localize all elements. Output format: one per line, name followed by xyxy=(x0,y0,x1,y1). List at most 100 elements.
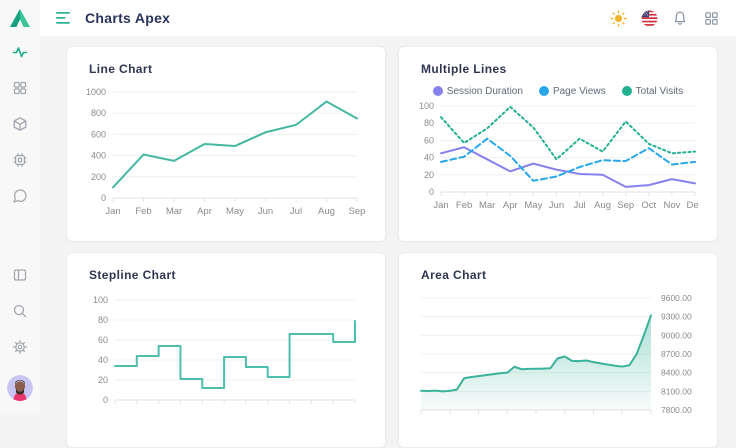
svg-text:Feb: Feb xyxy=(456,200,472,211)
search-button[interactable] xyxy=(0,303,40,319)
svg-text:9000.00: 9000.00 xyxy=(661,330,692,340)
sidebar-bottom xyxy=(0,267,40,412)
chat-bubble-icon xyxy=(13,189,27,203)
legend-marker xyxy=(432,86,443,96)
legend-item[interactable]: Page Views xyxy=(538,85,606,97)
legend-label: Session Duration xyxy=(446,85,523,97)
bell-icon xyxy=(674,11,686,25)
card-area-chart: Area Chart 7800.00 8100.00 8400.00 8700.00 9… xyxy=(398,252,718,448)
sidebar-nav xyxy=(0,44,40,204)
svg-text:Oct: Oct xyxy=(641,200,656,211)
card-stepline-chart: Stepline Chart 0 20 40 60 80 100 xyxy=(66,252,386,448)
search-icon xyxy=(13,304,27,318)
legend-item[interactable]: Total Visits xyxy=(621,85,684,97)
svg-text:Aug: Aug xyxy=(594,200,611,211)
stepline-chart: 0 20 40 60 80 100 xyxy=(85,290,367,408)
apps-button[interactable] xyxy=(702,10,720,26)
svg-text:40: 40 xyxy=(424,153,434,163)
package-box-icon xyxy=(13,117,27,131)
topbar: Charts Apex xyxy=(40,0,736,36)
svg-text:100: 100 xyxy=(93,295,108,305)
legend-label: Page Views xyxy=(552,85,606,97)
settings-button[interactable] xyxy=(0,339,40,355)
sidebar-item-charts[interactable] xyxy=(0,44,40,60)
svg-text:Mar: Mar xyxy=(166,206,182,217)
sidebar xyxy=(0,0,40,412)
sidebar-item-components[interactable] xyxy=(0,116,40,132)
gear-icon xyxy=(13,340,27,354)
svg-text:400: 400 xyxy=(91,151,106,161)
charts-grid: Line Chart 0 200 400 600 800 1000 Jan Feb Mar Apr… xyxy=(40,36,736,448)
card-title: Line Chart xyxy=(89,62,153,76)
svg-text:May: May xyxy=(226,206,244,217)
svg-text:0: 0 xyxy=(101,193,106,203)
svg-text:Jun: Jun xyxy=(549,200,564,211)
svg-text:80: 80 xyxy=(424,118,434,128)
svg-text:20: 20 xyxy=(98,375,108,385)
multiple-lines-chart: Session Duration Page Views Total Visits 0 2… xyxy=(417,84,699,218)
svg-text:100: 100 xyxy=(419,102,434,111)
svg-text:20: 20 xyxy=(424,170,434,180)
svg-text:9300.00: 9300.00 xyxy=(661,312,692,322)
svg-text:Nov: Nov xyxy=(663,200,680,211)
svg-text:May: May xyxy=(524,200,542,211)
svg-text:Jun: Jun xyxy=(258,206,273,217)
svg-text:Jan: Jan xyxy=(433,200,448,211)
svg-text:8400.00: 8400.00 xyxy=(661,368,692,378)
svg-text:Feb: Feb xyxy=(135,206,151,217)
svg-text:Mar: Mar xyxy=(479,200,495,211)
svg-text:Sep: Sep xyxy=(617,200,634,211)
chart-legend: Session Duration Page Views Total Visits xyxy=(417,84,699,98)
svg-text:Apr: Apr xyxy=(503,200,518,211)
app-logo[interactable] xyxy=(0,0,40,36)
card-title: Area Chart xyxy=(421,268,487,282)
svg-text:200: 200 xyxy=(91,172,106,182)
cpu-chip-icon xyxy=(13,153,27,167)
svg-text:0: 0 xyxy=(429,187,434,197)
dashboard-grid-icon xyxy=(13,81,27,95)
card-title: Stepline Chart xyxy=(89,268,176,282)
sun-icon xyxy=(609,9,627,27)
user-avatar[interactable] xyxy=(7,375,33,401)
svg-text:60: 60 xyxy=(424,135,434,145)
svg-text:8100.00: 8100.00 xyxy=(661,386,692,396)
theme-toggle-button[interactable] xyxy=(609,9,627,27)
svg-text:800: 800 xyxy=(91,108,106,118)
us-flag-icon xyxy=(641,10,657,26)
card-line-chart: Line Chart 0 200 400 600 800 1000 Jan Feb Mar Apr… xyxy=(66,46,386,242)
card-title: Multiple Lines xyxy=(421,62,507,76)
legend-marker xyxy=(538,86,549,96)
svg-text:40: 40 xyxy=(98,355,108,365)
activity-icon xyxy=(12,47,28,58)
page-title: Charts Apex xyxy=(85,10,171,26)
menu-icon xyxy=(56,12,70,24)
svg-text:Jul: Jul xyxy=(290,206,302,217)
svg-text:60: 60 xyxy=(98,335,108,345)
notifications-button[interactable] xyxy=(671,10,689,26)
svg-text:Jul: Jul xyxy=(573,200,585,211)
menu-toggle-button[interactable] xyxy=(54,10,74,26)
svg-text:Sep: Sep xyxy=(349,206,366,217)
triangle-logo xyxy=(10,9,30,27)
legend-label: Total Visits xyxy=(635,85,684,97)
sidebar-item-extensions[interactable] xyxy=(0,152,40,168)
legend-marker xyxy=(621,86,632,96)
svg-text:1000: 1000 xyxy=(86,87,106,97)
legend-item[interactable]: Session Duration xyxy=(432,85,523,97)
sidebar-item-messages[interactable] xyxy=(0,188,40,204)
apps-grid-icon xyxy=(704,11,718,25)
sidebar-item-dashboard[interactable] xyxy=(0,80,40,96)
topbar-actions xyxy=(609,9,720,27)
svg-text:Apr: Apr xyxy=(197,206,212,217)
line-chart: 0 200 400 600 800 1000 Jan Feb Mar Apr May Jun Jul Au… xyxy=(85,84,367,224)
avatar-image xyxy=(7,375,33,401)
language-button[interactable] xyxy=(640,10,658,26)
svg-text:Jan: Jan xyxy=(105,206,120,217)
svg-text:7800.00: 7800.00 xyxy=(661,405,692,415)
card-multiple-lines: Multiple Lines Session Duration Page View… xyxy=(398,46,718,242)
svg-text:80: 80 xyxy=(98,315,108,325)
layout-toggle-button[interactable] xyxy=(0,267,40,283)
svg-text:Dec: Dec xyxy=(687,200,699,211)
area-chart: 7800.00 8100.00 8400.00 8700.00 9000.00 9300.… xyxy=(417,290,699,420)
svg-text:9600.00: 9600.00 xyxy=(661,293,692,303)
